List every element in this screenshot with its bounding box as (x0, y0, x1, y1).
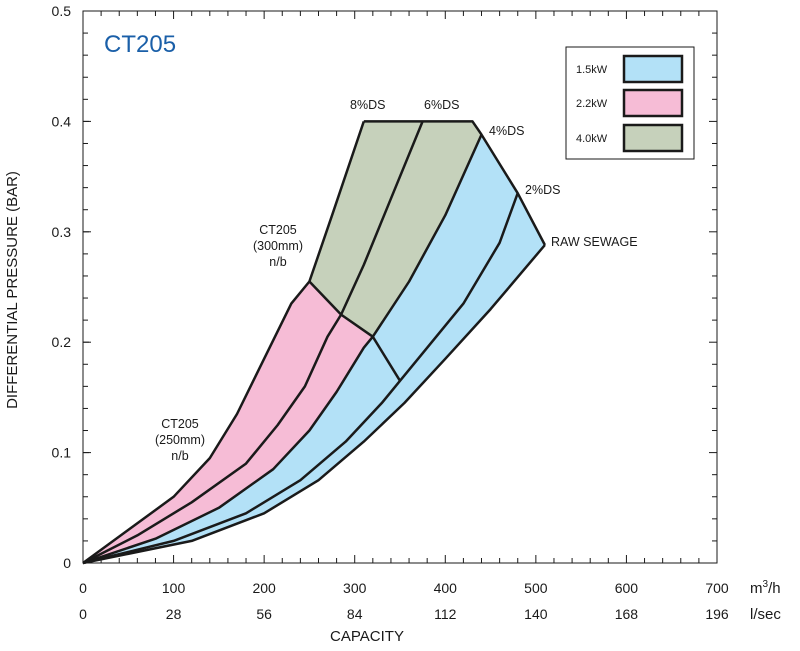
x-tick-label: 700 (705, 580, 729, 596)
legend-label-1-5kw: 1.5kW (576, 64, 608, 76)
x-axis-title: CAPACITY (330, 628, 404, 645)
plot-frame (82, 10, 718, 564)
x-tick-label: 400 (434, 580, 458, 596)
chart-lines (82, 120, 547, 565)
y-tick-label: 0.1 (52, 445, 72, 461)
legend: 1.5kW 2.2kW 4.0kW (565, 46, 695, 160)
x2-tick-label: 0 (79, 606, 87, 622)
line-8ds (82, 120, 365, 565)
x2-tick-label: 28 (166, 606, 182, 622)
line-4ds (82, 134, 483, 565)
label-2ds: 2%DS (525, 183, 560, 197)
x-tick-label: 300 (343, 580, 367, 596)
legend-label-2-2kw: 2.2kW (576, 98, 608, 110)
x2-tick-label: 84 (347, 606, 363, 622)
svg-text:(300mm): (300mm) (253, 239, 303, 253)
svg-text:(250mm): (250mm) (155, 433, 205, 447)
x2-tick-label: 56 (256, 606, 272, 622)
y-tick-label: 0.3 (52, 224, 72, 240)
zone-2-2kw (83, 281, 373, 563)
x2-tick-label: 112 (434, 606, 457, 622)
legend-swatch-4-0kw (622, 123, 684, 153)
annotation-ct205-300mm: CT205 (300mm) n/b (253, 223, 303, 269)
chart-fills (83, 121, 545, 564)
line-raw-sewage (82, 244, 546, 565)
label-raw-sewage: RAW SEWAGE (551, 235, 638, 249)
annotation-ct205-250mm: CT205 (250mm) n/b (155, 417, 205, 463)
chart-title: CT205 (104, 31, 176, 58)
y-tick-label: 0.4 (52, 113, 72, 129)
legend-swatch-1-5kw (622, 54, 684, 84)
x2-tick-label: 168 (615, 606, 639, 622)
label-8ds: 8%DS (350, 98, 385, 112)
units-superscript: 3 (763, 579, 769, 590)
zone-4-0kw (309, 121, 482, 337)
x-tick-label: 500 (524, 580, 548, 596)
x-tick-label: 0 (79, 580, 87, 596)
y-tick-label: 0.2 (52, 334, 72, 350)
label-6ds: 6%DS (424, 98, 459, 112)
legend-label-4-0kw: 4.0kW (576, 133, 608, 145)
svg-text:n/b: n/b (269, 255, 286, 269)
svg-text:CT205: CT205 (161, 417, 199, 431)
x-tick-label: 600 (615, 580, 639, 596)
x-tick-label: 200 (252, 580, 276, 596)
svg-text:n/b: n/b (171, 449, 188, 463)
x-tick-label: 100 (162, 580, 186, 596)
y-axis-title: DIFFERENTIAL PRESSURE (BAR) (4, 171, 21, 409)
x-units-m3h: m3/h (750, 579, 781, 597)
x2-tick-label: 140 (524, 606, 548, 622)
line-power-boundary (308, 280, 402, 382)
line-2ds (82, 192, 519, 565)
line-top-edge (363, 120, 547, 246)
x2-tick-label: 196 (705, 606, 729, 622)
x-units-lsec: l/sec (750, 606, 781, 623)
label-4ds: 4%DS (489, 124, 524, 138)
svg-text:CT205: CT205 (259, 223, 297, 237)
legend-swatch-2-2kw (622, 88, 684, 118)
axis-ticks: 00.10.20.30.40.5001002820056300844001125… (52, 3, 729, 622)
y-tick-label: 0 (63, 555, 71, 571)
y-tick-label: 0.5 (52, 3, 72, 19)
line-6ds (82, 120, 424, 565)
